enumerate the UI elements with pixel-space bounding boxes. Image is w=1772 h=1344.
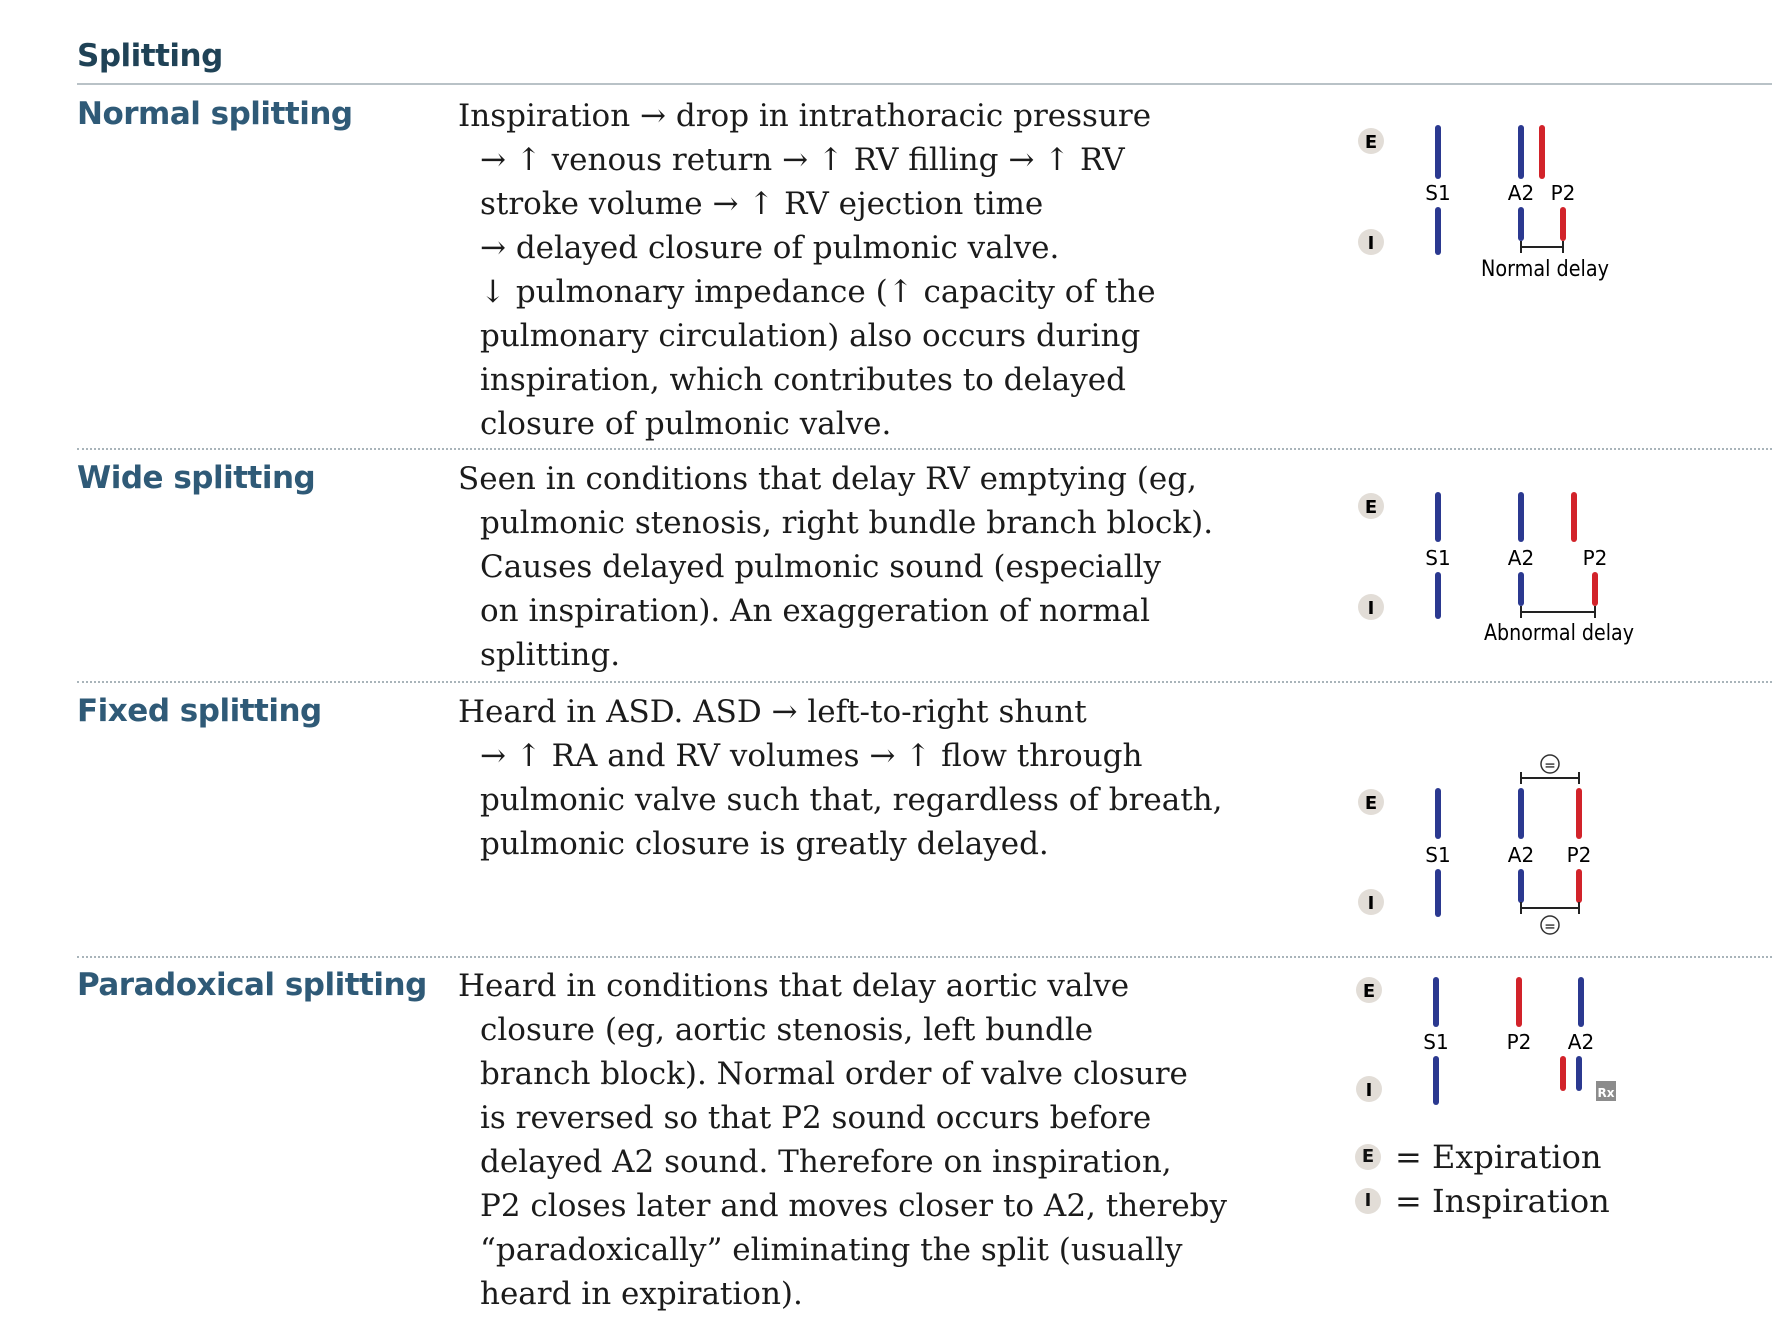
desc-line: pulmonic closure is greatly delayed. [480, 826, 1049, 862]
desc-line: closure (eg, aortic stenosis, left bundl… [480, 1012, 1094, 1048]
desc-paradoxical-splitting: Heard in conditions that delay aortic va… [458, 964, 1228, 1316]
term-fixed-splitting: Fixed splitting [77, 693, 322, 729]
desc-line: inspiration, which contributes to delaye… [480, 362, 1126, 398]
legend-inspiration-text: = Inspiration [1395, 1182, 1610, 1220]
figure-fixed-splitting: = E I S1 A2 P2 = [1358, 754, 1592, 935]
delay-bracket [1520, 241, 1564, 253]
p2-label: P2 [1507, 1030, 1532, 1054]
desc-line: “paradoxically” eliminating the split (u… [480, 1232, 1183, 1268]
section-title: Splitting [77, 38, 223, 74]
desc-line: Inspiration → drop in intrathoracic pres… [458, 98, 1152, 134]
p2-label: P2 [1567, 843, 1592, 867]
a2-label: A2 [1568, 1030, 1594, 1054]
desc-line: heard in expiration). [480, 1276, 803, 1312]
legend-expiration: E = Expiration [1355, 1135, 1601, 1179]
desc-fixed-splitting: Heard in ASD. ASD → left-to-right shunt … [458, 690, 1223, 866]
delay-caption: Abnormal delay [1484, 621, 1634, 646]
fixed-bracket-top [1520, 772, 1580, 784]
desc-line: closure of pulmonic valve. [480, 406, 892, 442]
figure-paradoxical-splitting: E I S1 P2 A2 Rx [1356, 977, 1616, 1105]
desc-line: is reversed so that P2 sound occurs befo… [480, 1100, 1152, 1136]
svg-text:I: I [1368, 893, 1375, 914]
expiration-marker: E [1358, 493, 1384, 519]
row-divider [77, 681, 1772, 683]
svg-text:E: E [1365, 793, 1377, 814]
term-normal-splitting: Normal splitting [77, 96, 353, 132]
desc-line: ↓ pulmonary impedance (↑ capacity of the [480, 274, 1156, 310]
rx-logo: Rx [1596, 1081, 1616, 1101]
inspiration-marker: I [1358, 889, 1384, 915]
inspiration-badge: I [1355, 1188, 1381, 1214]
figure-normal-splitting: E I S1 A2 P2 Normal delay [1358, 125, 1609, 282]
term-paradoxical-splitting: Paradoxical splitting [77, 967, 427, 1003]
desc-line: pulmonic valve such that, regardless of … [480, 782, 1223, 818]
desc-line: pulmonary circulation) also occurs durin… [480, 318, 1141, 354]
desc-line: Seen in conditions that delay RV emptyin… [458, 461, 1197, 497]
svg-text:I: I [1368, 233, 1375, 254]
desc-line: → ↑ venous return → ↑ RV filling → ↑ RV [480, 142, 1125, 178]
desc-line: splitting. [480, 637, 621, 673]
expiration-badge: E [1355, 1144, 1381, 1170]
p2-label: P2 [1551, 181, 1576, 205]
s1-label: S1 [1425, 546, 1450, 570]
delay-caption: Normal delay [1481, 257, 1609, 282]
svg-text:=: = [1544, 758, 1556, 774]
s1-label: S1 [1425, 843, 1450, 867]
desc-normal-splitting: Inspiration → drop in intrathoracic pres… [458, 94, 1156, 446]
svg-text:E: E [1365, 497, 1377, 518]
desc-line: Causes delayed pulmonic sound (especiall… [480, 549, 1162, 585]
s1-label: S1 [1425, 181, 1450, 205]
delay-bracket [1520, 606, 1596, 618]
desc-line: delayed A2 sound. Therefore on inspirati… [480, 1144, 1172, 1180]
p2-label: P2 [1583, 546, 1608, 570]
svg-text:I: I [1368, 598, 1375, 619]
svg-text:E: E [1365, 132, 1377, 153]
svg-text:E: E [1363, 981, 1375, 1002]
desc-line: → ↑ RA and RV volumes → ↑ flow through [480, 738, 1143, 774]
desc-wide-splitting: Seen in conditions that delay RV emptyin… [458, 457, 1214, 677]
desc-line: branch block). Normal order of valve clo… [480, 1056, 1188, 1092]
desc-line: stroke volume → ↑ RV ejection time [480, 186, 1044, 222]
legend-inspiration: I = Inspiration [1355, 1179, 1610, 1223]
inspiration-marker: I [1358, 229, 1384, 255]
term-wide-splitting: Wide splitting [77, 460, 316, 496]
equal-mark-bottom: = [1540, 915, 1560, 935]
desc-line: Heard in conditions that delay aortic va… [458, 968, 1130, 1004]
expiration-marker: E [1358, 789, 1384, 815]
legend-expiration-text: = Expiration [1395, 1138, 1602, 1176]
figure-wide-splitting: E I S1 A2 P2 Abnormal delay [1358, 492, 1634, 646]
header-rule [77, 83, 1772, 85]
row-divider [77, 956, 1772, 958]
desc-line: on inspiration). An exaggeration of norm… [480, 593, 1151, 629]
desc-line: pulmonic stenosis, right bundle branch b… [480, 505, 1214, 541]
inspiration-marker: I [1356, 1076, 1382, 1102]
desc-line: → delayed closure of pulmonic valve. [480, 230, 1060, 266]
svg-text:Rx: Rx [1598, 1086, 1615, 1100]
fixed-bracket-bottom [1520, 902, 1580, 914]
desc-line: P2 closes later and moves closer to A2, … [480, 1188, 1228, 1224]
equal-mark-top: = [1540, 754, 1560, 774]
expiration-marker: E [1358, 128, 1384, 154]
a2-label: A2 [1508, 843, 1534, 867]
desc-line: Heard in ASD. ASD → left-to-right shunt [458, 694, 1087, 730]
s1-label: S1 [1423, 1030, 1448, 1054]
a2-label: A2 [1508, 546, 1534, 570]
svg-text:I: I [1366, 1080, 1373, 1101]
svg-text:=: = [1544, 919, 1556, 935]
a2-label: A2 [1508, 181, 1534, 205]
expiration-marker: E [1356, 977, 1382, 1003]
row-divider [77, 448, 1772, 450]
inspiration-marker: I [1358, 594, 1384, 620]
